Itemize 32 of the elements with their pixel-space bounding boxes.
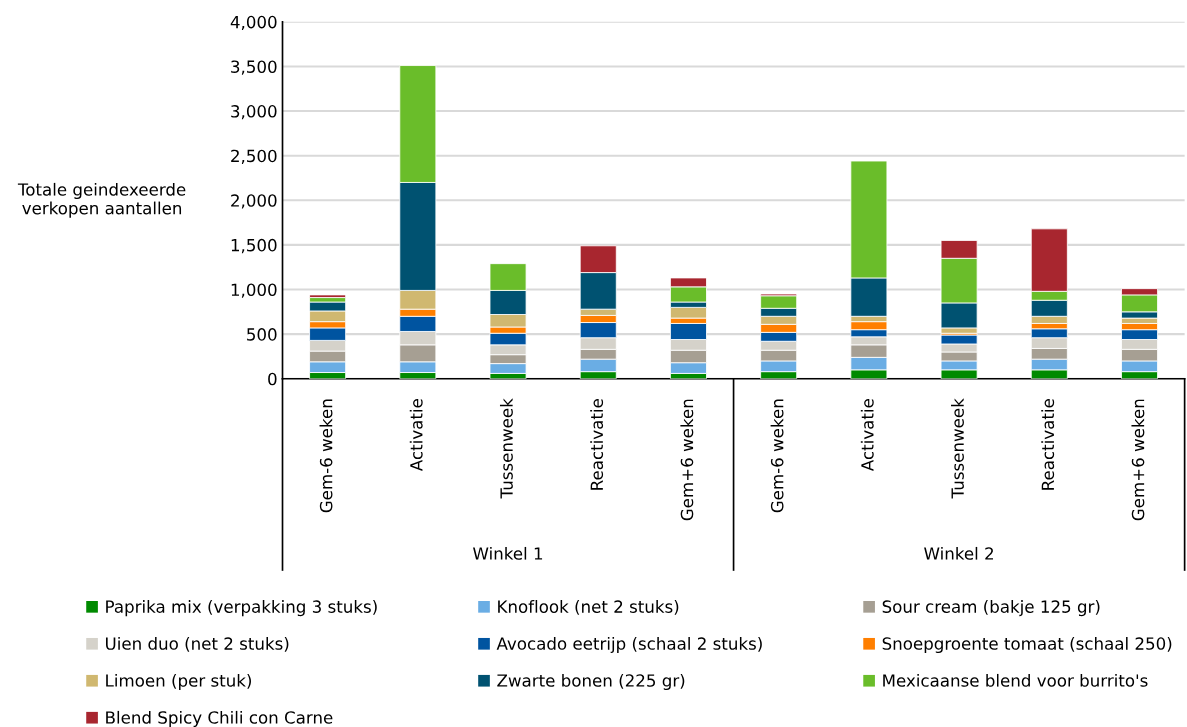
legend-label: Uien duo (net 2 stuks): [106, 636, 289, 652]
x-tick-label: Activatie: [860, 399, 874, 472]
legend-label: Sour cream (bakje 125 gr): [882, 600, 1100, 617]
y-tick-label: 2,000: [231, 194, 277, 209]
x-tick-label: Gem+6 weken: [680, 399, 694, 521]
legend-label: Avocado eetrijp (schaal 2 stuks): [496, 636, 762, 654]
x-tick-label: Gem+6 weken: [1131, 399, 1145, 521]
x-tick-label: Gem-6 weken: [770, 399, 784, 513]
x-tick-label: Activatie: [409, 399, 423, 472]
legend-label: Mexicaanse blend voor burrito's: [883, 673, 1148, 687]
y-tick-label: 3,000: [231, 105, 277, 120]
y-tick-label: 0: [268, 372, 277, 386]
y-tick-label: 2,500: [231, 149, 277, 164]
legend-label: Paprika mix (verpakking 3 stuks): [106, 600, 377, 617]
y-tick-label: 4,000: [230, 15, 277, 31]
y-tick-label: 1,000: [231, 283, 277, 298]
legend-label: Knoflook (net 2 stuks): [498, 600, 679, 615]
text: Winkel 1: [473, 546, 543, 560]
x-tick-label: Gem-6 weken: [319, 399, 333, 513]
y-tick-label: 3,500: [231, 60, 277, 75]
legend-label: Snoepgroente tomaat (schaal 250): [882, 636, 1172, 654]
legend-label: Zwarte bonen (225 gr): [497, 673, 685, 691]
x-tick-label: Tussenweek: [499, 398, 513, 499]
legend-label: Blend Spicy Chili con Carne: [106, 710, 333, 727]
y-tick-label: 1,500: [231, 238, 277, 254]
y-tick-label: 500: [247, 328, 277, 341]
x-tick-label: Tussenweek: [951, 398, 964, 499]
text: Winkel 2: [924, 546, 993, 560]
x-tick-label: Reactivatie: [1041, 399, 1055, 490]
legend-label: Limoen (per stuk): [106, 673, 252, 691]
y-axis-title: Totale geindexeerde verkopen aantallen: [17, 182, 186, 218]
x-tick-label: Reactivatie: [590, 399, 604, 490]
